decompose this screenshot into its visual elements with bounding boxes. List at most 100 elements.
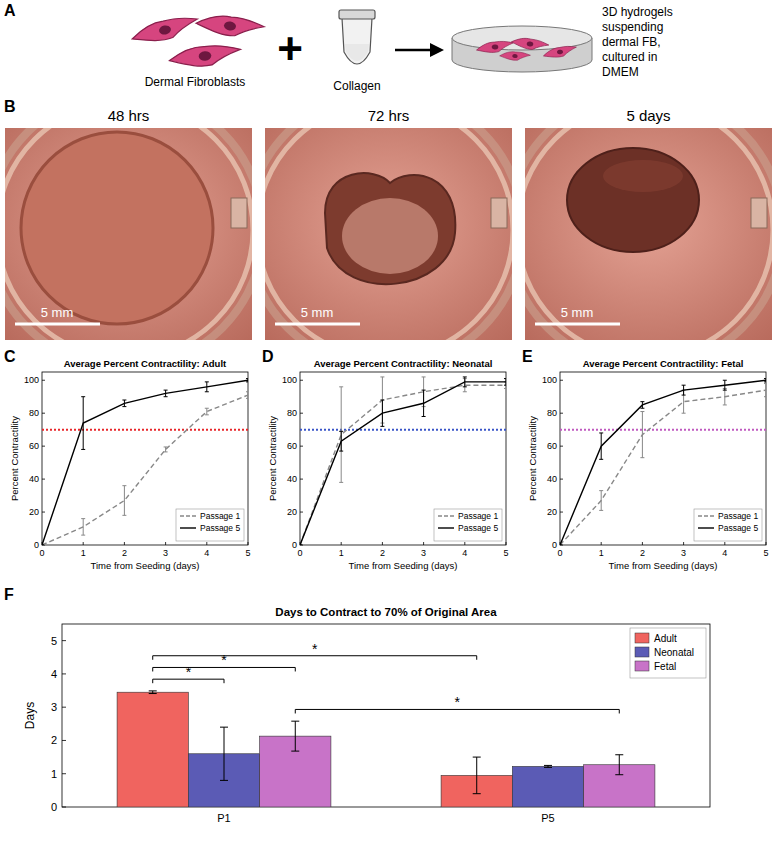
error-bar-stem: [341, 387, 342, 483]
bar: [117, 692, 188, 807]
error-bar: [42, 545, 44, 546]
significance-label: *: [186, 664, 192, 680]
legend-swatch: [438, 515, 454, 516]
y-tick: [42, 446, 45, 447]
error-bar-stem: [165, 447, 166, 452]
error-bar-stem: [506, 379, 507, 386]
significance-label: *: [455, 694, 461, 710]
y-tick: [42, 479, 45, 480]
error-bar-cap: [291, 721, 299, 722]
x-tick: [165, 542, 166, 545]
cell-body: [499, 51, 530, 62]
error-bar-cap: [504, 378, 506, 379]
error-bar: [300, 545, 302, 546]
operator: +: [277, 24, 303, 73]
legend-label: Adult: [654, 633, 677, 644]
error-bar-cap: [42, 545, 44, 546]
legend-swatch: [635, 661, 649, 671]
legend: Passage 1Passage 5: [694, 509, 762, 541]
well-rim: [265, 128, 512, 340]
legend-swatch: [635, 647, 649, 657]
photo-title: 72 hrs: [368, 107, 410, 124]
error-bar-cap: [560, 545, 562, 546]
error-bar-cap: [380, 376, 384, 377]
arrow-line: [395, 49, 432, 52]
error-bar-cap: [164, 446, 168, 447]
result-label: 3D hydrogels: [602, 5, 673, 19]
well-rim: [525, 128, 772, 340]
error-bar: [560, 545, 562, 546]
error-bar: [246, 379, 248, 382]
error-bar: [640, 402, 644, 409]
x-tick-label: 3: [163, 548, 168, 558]
x-tick-label: 5: [503, 548, 508, 558]
cell-nucleus: [223, 21, 236, 32]
y-tick-label: 20: [29, 507, 39, 517]
x-tick: [382, 542, 383, 545]
x-tick-label: 3: [681, 548, 686, 558]
error-bar-cap: [164, 451, 168, 452]
error-bar-stem: [295, 721, 296, 751]
photo: [525, 128, 772, 340]
y-tick-label: 0: [292, 540, 297, 550]
y-tick: [62, 807, 66, 808]
x-tick-label: 4: [722, 548, 727, 558]
error-bar: [463, 377, 467, 387]
reference-line: [42, 429, 248, 431]
legend-swatch: [698, 515, 714, 516]
well-tab: [751, 198, 767, 228]
y-tick: [560, 380, 563, 381]
y-axis-label: Days: [23, 702, 37, 729]
error-bar-cap: [380, 400, 384, 401]
error-bar-stem: [165, 390, 166, 397]
x-tick-label: 2: [640, 548, 645, 558]
series-line: [300, 382, 506, 545]
error-bar-cap: [764, 383, 766, 384]
x-tick-label: 2: [122, 548, 127, 558]
figure: ABCDEFDermal Fibroblasts+Collagen3D hydr…: [0, 0, 777, 842]
error-bar-cap: [544, 765, 552, 766]
error-bar: [764, 384, 766, 397]
error-bar-cap: [380, 426, 384, 427]
cell-nucleus: [512, 54, 518, 58]
gel: [21, 132, 213, 324]
y-tick: [62, 673, 66, 674]
x-tick-label: 4: [462, 548, 467, 558]
x-tick: [642, 542, 643, 545]
y-tick: [560, 479, 563, 480]
error-bar-cap: [81, 396, 85, 397]
error-bar-cap: [473, 757, 481, 758]
error-bar-cap: [640, 411, 644, 412]
cell: [542, 44, 577, 59]
error-bar: [599, 433, 603, 459]
error-bar-cap: [300, 545, 302, 546]
error-bar-cap: [42, 545, 44, 546]
chart-title: Days to Contract to 70% of Original Area: [275, 606, 497, 618]
cell-body: [511, 36, 550, 53]
error-bar-cap: [463, 376, 467, 377]
cell: [511, 36, 550, 53]
y-tick-label: 0: [552, 540, 557, 550]
legend: AdultNeonatalFetal: [630, 628, 706, 678]
x-tick-label: P1: [217, 812, 230, 824]
y-tick: [300, 446, 303, 447]
photo-bg: [525, 128, 772, 340]
error-bar-stem: [724, 380, 725, 390]
cell: [195, 12, 265, 40]
x-tick-label: 0: [297, 548, 302, 558]
error-bar-stem: [601, 491, 602, 511]
line-chart: 020406080100012345Average Percent Contra…: [9, 358, 251, 571]
y-tick-label: 100: [542, 375, 557, 385]
error-bar-cap: [463, 391, 467, 392]
error-bar-cap: [599, 432, 603, 433]
legend-label: Passage 1: [200, 511, 240, 521]
chart-title: Average Percent Contractility: Fetal: [583, 358, 744, 369]
error-bar-cap: [339, 451, 343, 452]
photo: [265, 128, 512, 340]
photo: [5, 128, 252, 340]
error-bar: [560, 545, 562, 546]
error-bar-cap: [122, 485, 126, 486]
gel-center: [342, 198, 438, 274]
panel-label: C: [4, 348, 16, 365]
legend-label: Passage 1: [718, 511, 758, 521]
